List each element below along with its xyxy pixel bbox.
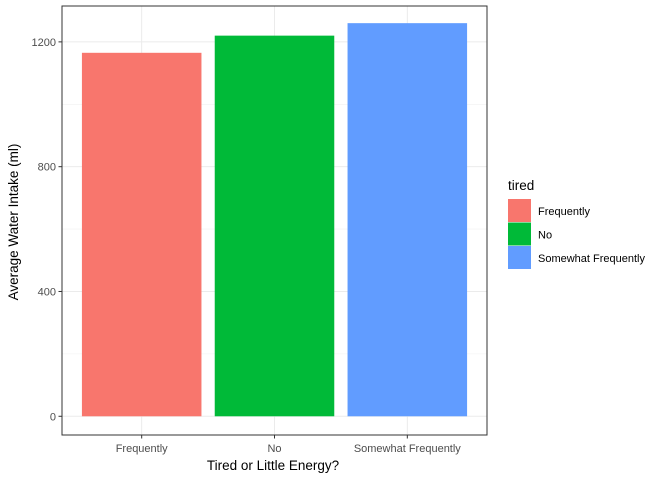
legend-label: No [538,230,552,242]
y-axis-title: Average Water Intake (ml) [6,144,21,301]
x-tick-label: Somewhat Frequently [354,443,461,455]
y-tick-label: 0 [50,411,56,423]
x-tick-label: Frequently [116,443,168,455]
bar-no [214,35,335,417]
x-axis-ticks: Frequently No Somewhat Frequently [116,435,461,455]
x-axis-title: Tired or Little Energy? [207,458,339,473]
bar-frequently [81,52,202,417]
legend-key [508,246,531,269]
legend-title: tired [508,178,534,193]
legend-items: Frequently No Somewhat Frequently [508,199,645,269]
legend-key [508,199,531,222]
bars [81,23,468,417]
legend: tired Frequently No Somewhat Frequently [508,178,645,269]
y-tick-label: 400 [38,286,56,298]
legend-key [508,222,531,246]
x-tick-label: No [267,443,281,455]
y-tick-label: 1200 [32,37,56,49]
legend-label: Somewhat Frequently [538,253,645,265]
legend-label: Frequently [538,206,590,218]
bar-somewhat-frequently [347,23,468,417]
y-axis-ticks: 0 400 800 1200 [32,37,62,423]
y-tick-label: 800 [38,162,56,174]
